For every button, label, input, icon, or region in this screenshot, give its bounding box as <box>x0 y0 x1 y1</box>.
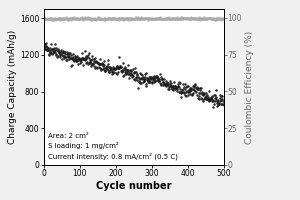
X-axis label: Cycle number: Cycle number <box>96 181 171 191</box>
Text: Area: 2 cm²
S loading: 1 mg/cm²
Current intensity: 0.8 mA/cm² (0.5 C): Area: 2 cm² S loading: 1 mg/cm² Current … <box>48 133 178 160</box>
Y-axis label: Coulombic Efficiency (%): Coulombic Efficiency (%) <box>245 30 254 144</box>
Y-axis label: Charge Capacity (mAh/g): Charge Capacity (mAh/g) <box>8 30 17 144</box>
